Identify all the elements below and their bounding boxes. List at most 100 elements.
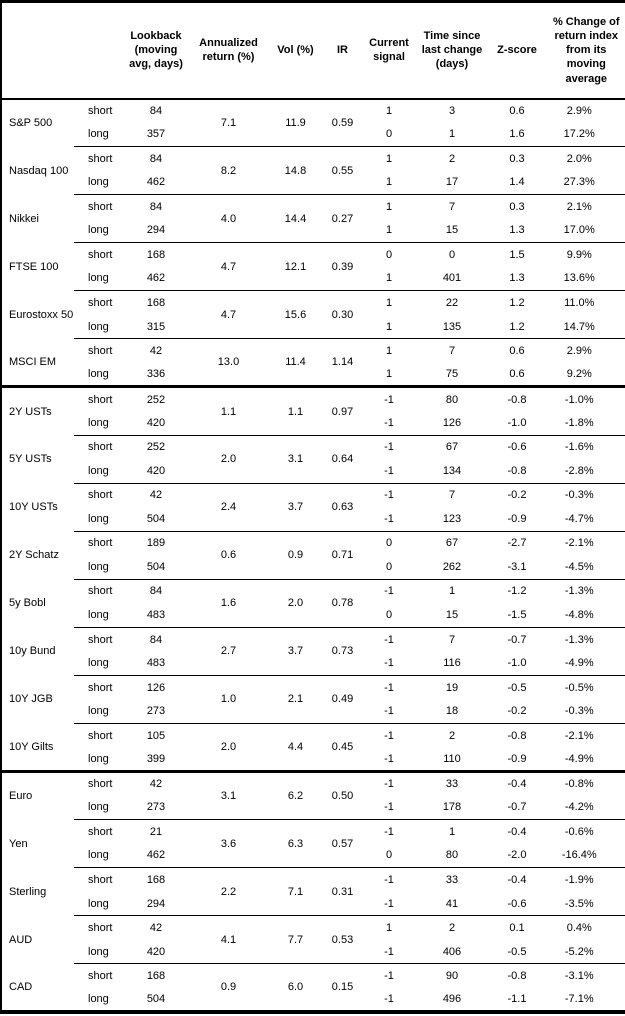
side-cell: short xyxy=(74,434,121,460)
z-score-cell: -3.1 xyxy=(507,560,527,573)
z-score-cell: 1.5 xyxy=(486,242,548,267)
side-cell: long xyxy=(88,992,109,1005)
asset-name-cell: 5Y USTs xyxy=(9,453,52,466)
time-since-cell: 110 xyxy=(443,752,461,765)
time-since-cell: 7 xyxy=(418,338,486,363)
side-cell: short xyxy=(74,482,121,508)
side-cell: long xyxy=(88,801,109,814)
z-score-cell: -0.4 xyxy=(486,867,548,892)
pct-change-cell: -4.5% xyxy=(564,560,594,573)
time-since-cell: 496 xyxy=(442,992,462,1005)
signal-cell: 0 xyxy=(360,242,418,267)
signal-cell: 1 xyxy=(385,368,393,381)
side-cell: short xyxy=(74,530,121,556)
lookback-cell: 252 xyxy=(121,434,191,460)
vol-cell: 0.9 xyxy=(266,530,325,580)
lookback-cell: 252 xyxy=(121,385,191,411)
pct-change-cell: -2.1% xyxy=(548,722,625,748)
lookback-cell: 420 xyxy=(146,464,166,477)
signal-cell: -1 xyxy=(360,482,418,508)
pct-change-cell: -0.3% xyxy=(548,482,625,508)
annualized-return-cell: 3.6 xyxy=(191,819,266,868)
side-cell: long xyxy=(88,849,109,862)
pct-change-cell: -4.7% xyxy=(564,512,594,525)
pct-change-cell: 11.0% xyxy=(548,290,625,315)
lookback-cell: 84 xyxy=(121,146,191,171)
table-row: long 294 1 15 1.3 17.0% xyxy=(1,219,625,243)
pct-change-cell: -7.1% xyxy=(564,992,594,1005)
time-since-cell: 262 xyxy=(442,560,462,573)
lookback-cell: 357 xyxy=(146,128,166,141)
time-since-cell: 7 xyxy=(418,194,486,219)
vol-cell: 7.7 xyxy=(266,915,325,964)
pct-change-cell: -1.0% xyxy=(548,385,625,411)
side-cell: long xyxy=(88,128,109,141)
signal-cell: -1 xyxy=(384,416,394,429)
annualized-return-cell: 4.7 xyxy=(191,242,266,291)
table-row: long 420 -1 126 -1.0 -1.8% xyxy=(1,411,625,435)
lookback-cell: 504 xyxy=(146,560,166,573)
z-score-cell: -1.5 xyxy=(507,609,527,622)
lookback-cell: 105 xyxy=(121,722,191,748)
pct-change-cell: 17.2% xyxy=(563,128,595,141)
table-row: FTSE 100 short 168 4.7 12.1 0.39 0 0 1.5 9.9% xyxy=(1,242,625,291)
ir-cell: 1.14 xyxy=(325,338,360,387)
lookback-cell: 84 xyxy=(121,194,191,219)
lookback-cell: 168 xyxy=(121,867,191,892)
signal-cell: 0 xyxy=(385,609,393,622)
side-cell: short xyxy=(88,105,113,118)
z-score-cell: -1.2 xyxy=(486,578,548,604)
table-row: long 399 -1 110 -0.9 -4.9% xyxy=(1,747,625,771)
lookback-cell: 336 xyxy=(146,368,166,381)
time-since-cell: 67 xyxy=(418,530,486,556)
side-cell: short xyxy=(74,770,121,796)
z-score-cell: -0.2 xyxy=(486,482,548,508)
ir-cell: 0.73 xyxy=(325,626,360,676)
signal-cell: 1 xyxy=(360,338,418,363)
z-score-cell: 1.2 xyxy=(509,320,525,333)
header-row: Lookback (moving avg, days) Annualized r… xyxy=(1,2,625,99)
lookback-cell: 504 xyxy=(146,992,166,1005)
time-since-cell: 33 xyxy=(418,770,486,796)
asset-name-cell: 2Y Schatz xyxy=(9,549,59,562)
side-cell: long xyxy=(88,464,109,477)
table-row: long 504 0 262 -3.1 -4.5% xyxy=(1,555,625,579)
ir-cell: 0.45 xyxy=(325,722,360,772)
pct-change-cell: -0.5% xyxy=(548,674,625,700)
vol-cell: 6.0 xyxy=(266,963,325,1012)
side-cell: short xyxy=(74,626,121,652)
lookback-cell: 420 xyxy=(146,416,166,429)
time-since-cell: 75 xyxy=(445,368,459,381)
side-cell: short xyxy=(74,915,121,940)
pct-change-cell: -1.8% xyxy=(564,416,594,429)
side-cell: long xyxy=(88,368,109,381)
signal-cell: 1 xyxy=(385,105,393,118)
time-since-cell: 33 xyxy=(418,867,486,892)
annualized-return-cell: 0.9 xyxy=(191,963,266,1012)
time-since-cell: 134 xyxy=(442,464,462,477)
table-row: long 357 0 1 1.6 17.2% xyxy=(1,123,625,147)
signal-cell: -1 xyxy=(384,801,394,814)
z-score-cell: -0.9 xyxy=(507,512,527,525)
side-cell: long xyxy=(88,512,109,525)
z-score-cell: -0.6 xyxy=(486,434,548,460)
ir-cell: 0.31 xyxy=(325,867,360,916)
lookback-cell: 504 xyxy=(146,512,166,525)
z-score-cell: -0.6 xyxy=(507,897,527,910)
time-since-cell: 15 xyxy=(445,224,459,237)
annualized-return-cell: 1.0 xyxy=(191,674,266,724)
side-cell: short xyxy=(74,963,121,988)
signal-cell: -1 xyxy=(384,657,394,670)
signal-cell: -1 xyxy=(360,674,418,700)
table-row: MSCI EM short 42 13.0 11.4 1.14 1 7 0.6 2.9% xyxy=(1,338,625,387)
time-since-cell: 67 xyxy=(418,434,486,460)
z-score-cell: -0.5 xyxy=(507,945,527,958)
vol-cell: 3.7 xyxy=(266,626,325,676)
signal-cell: -1 xyxy=(384,752,394,765)
signal-cell: 1 xyxy=(360,290,418,315)
ir-cell: 0.55 xyxy=(325,146,360,195)
annualized-return-cell: 13.0 xyxy=(191,338,266,387)
side-cell: short xyxy=(74,385,121,411)
lookback-cell: 168 xyxy=(121,242,191,267)
table-row: long 273 -1 18 -0.2 -0.3% xyxy=(1,699,625,723)
